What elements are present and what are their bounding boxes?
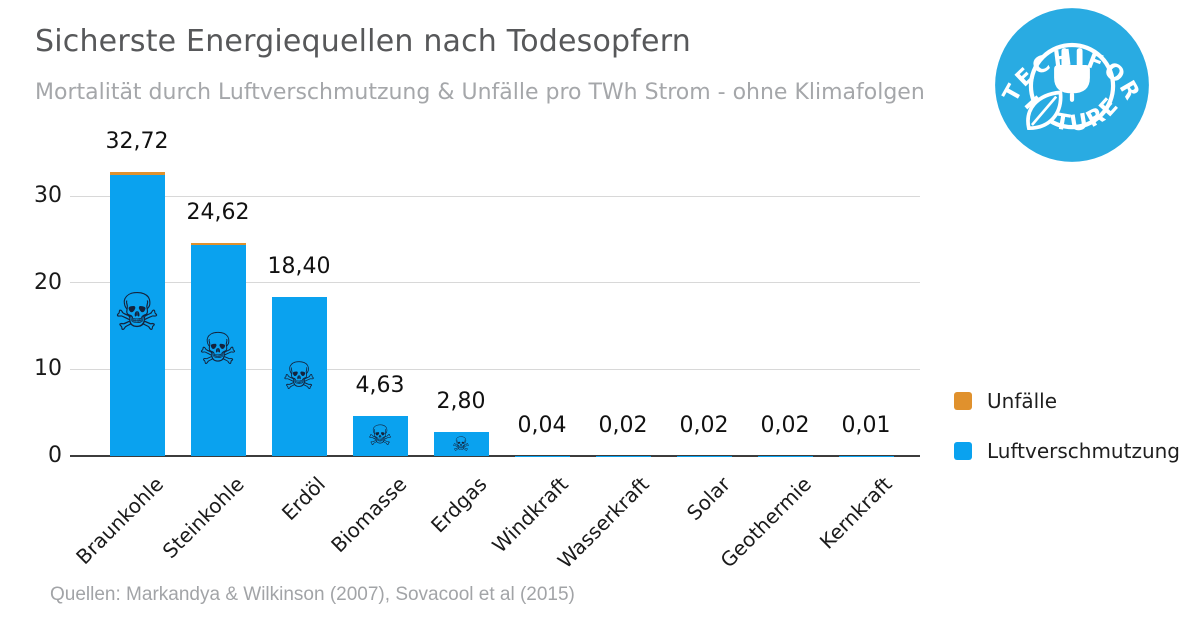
bar-Steinkohle: [190, 242, 246, 456]
skull-and-crossbones-icon: ☠: [113, 283, 161, 344]
value-label: 18,40: [267, 253, 331, 279]
value-label: 0,04: [517, 412, 567, 438]
legend-swatch-luftverschmutzung: [954, 442, 972, 460]
page-title: Sicherste Energiequellen nach Todesopfer…: [35, 24, 691, 59]
bar-Biomasse: [352, 415, 408, 456]
legend-swatch-unfaelle: [954, 392, 972, 410]
value-label: 0,02: [760, 412, 810, 438]
bar-segment-luftverschmutzung: [271, 296, 327, 456]
x-axis-label-Erdöl: Erdöl: [276, 472, 330, 526]
gridline-30: [70, 195, 920, 197]
bar-segment-unfaelle: [109, 172, 165, 176]
value-label: 2,80: [436, 388, 486, 414]
y-tick-label: 30: [34, 183, 62, 208]
bar-Erdgas: [433, 431, 489, 456]
x-axis-line: [70, 455, 920, 457]
value-label: 0,02: [679, 412, 729, 438]
skull-and-crossbones-icon: ☠: [452, 431, 470, 456]
x-axis-label-Solar: Solar: [681, 472, 735, 526]
skull-and-crossbones-icon: ☠: [367, 418, 393, 452]
bar-segment-luftverschmutzung: [433, 431, 489, 456]
bar-segment-luftverschmutzung: [190, 242, 246, 456]
gridline-20: [70, 282, 920, 284]
bar-segment-luftverschmutzung: [352, 415, 408, 456]
plug-and-leaf-icon: [1026, 42, 1116, 131]
page-subtitle: Mortalität durch Luftverschmutzung & Unf…: [35, 80, 925, 105]
bar-segment-luftverschmutzung: [109, 172, 165, 456]
y-tick-label: 0: [48, 443, 62, 468]
x-axis-label-Braunkohle: Braunkohle: [70, 472, 168, 570]
source-citation: Quellen: Markandya & Wilkinson (2007), S…: [50, 584, 575, 605]
legend-item-luftverschmutzung: Luftverschmutzung: [954, 439, 1180, 463]
value-label: 0,01: [841, 412, 891, 438]
value-label: 0,02: [598, 412, 648, 438]
bar-segment-unfaelle: [190, 242, 246, 245]
x-axis-label-Kernkraft: Kernkraft: [815, 472, 897, 554]
y-tick-label: 10: [34, 356, 62, 382]
value-label: 24,62: [186, 199, 250, 225]
skull-and-crossbones-icon: ☠: [281, 353, 317, 398]
bar-Erdöl: [271, 296, 327, 456]
legend-item-unfaelle: Unfälle: [954, 389, 1180, 413]
gridline-10: [70, 368, 920, 370]
y-tick-label: 20: [34, 269, 62, 295]
x-axis-label-Windkraft: Windkraft: [487, 472, 573, 558]
x-axis-label-Erdgas: Erdgas: [426, 472, 492, 538]
skull-and-crossbones-icon: ☠: [198, 323, 238, 375]
value-label: 4,63: [355, 372, 405, 398]
value-label: 32,72: [105, 129, 169, 155]
x-axis-label-Steinkohle: Steinkohle: [157, 472, 249, 564]
tech-for-future-logo: TECH FOR FUTURE: [995, 8, 1149, 162]
x-axis-label-Biomasse: Biomasse: [325, 472, 411, 558]
legend-label-luftverschmutzung: Luftverschmutzung: [987, 439, 1180, 463]
bar-Braunkohle: [109, 172, 165, 456]
legend-label-unfaelle: Unfälle: [987, 389, 1058, 413]
legend: Unfälle Luftverschmutzung: [954, 389, 1180, 463]
